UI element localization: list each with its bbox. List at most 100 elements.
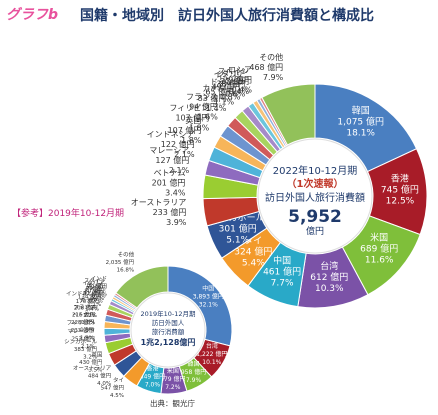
slice-label: 米国 bbox=[167, 367, 179, 375]
slice-label: フランス bbox=[186, 93, 218, 102]
slice-share: 18.1% bbox=[346, 128, 375, 138]
slice-value: 745 億円 bbox=[381, 183, 419, 195]
slice-share: 0.7% bbox=[90, 296, 104, 302]
chart-title: 国籍・地域別 訪日外国人旅行消費額と構成比 bbox=[80, 8, 374, 24]
pie-slice bbox=[261, 83, 316, 146]
slice-label: シンガポール bbox=[64, 338, 98, 346]
slice-value: 468 億円 bbox=[249, 62, 283, 72]
slice-label: スペイン bbox=[218, 67, 249, 76]
slice-label: イタリア bbox=[214, 69, 246, 78]
slice-value: 49 億円 bbox=[212, 82, 241, 92]
slice-value: 849 億円 bbox=[140, 373, 165, 381]
slice-share: 2.1% bbox=[81, 344, 95, 350]
slice-value: 81 億円 bbox=[83, 289, 103, 297]
slice-label: 香港 bbox=[146, 365, 158, 373]
pie-slice bbox=[115, 265, 169, 309]
slice-share: 1.4% bbox=[85, 307, 99, 313]
slice-share: 0.7% bbox=[92, 294, 106, 300]
slice-share: 1.6% bbox=[198, 113, 219, 122]
slice-share: 0.8% bbox=[220, 93, 241, 102]
slice-label: インド bbox=[91, 277, 108, 283]
source-note: 出典：観光庁 bbox=[150, 399, 195, 408]
slice-value: 27 億円 bbox=[220, 76, 249, 86]
slice-share: 12.5% bbox=[386, 196, 415, 206]
center-text: 訪日外国人旅行消費額 bbox=[265, 191, 365, 204]
slice-share: 1.9% bbox=[80, 336, 94, 342]
slice-value: 233 億円 bbox=[153, 207, 187, 217]
slice-share: 4.5% bbox=[110, 393, 124, 399]
center-text: 2022年10-12月期 bbox=[273, 164, 358, 177]
slice-value: 3,893 億円 bbox=[193, 293, 224, 301]
slice-share: 2.1% bbox=[174, 150, 195, 159]
slice-label: 中国 bbox=[273, 254, 291, 266]
slice-label: イタリア bbox=[82, 279, 104, 287]
center-text: 1兆2,128億円 bbox=[141, 337, 196, 347]
slice-label: オーストラリア bbox=[73, 365, 112, 372]
slice-value: 216 億円 bbox=[72, 310, 96, 318]
slice-value: 958 億円 bbox=[181, 368, 206, 376]
center-text: 2019年10-12月期 bbox=[141, 309, 196, 318]
slice-share: 3.2% bbox=[83, 355, 97, 361]
slice-value: 38 億円 bbox=[217, 78, 246, 88]
slice-share: 32.1% bbox=[199, 302, 218, 309]
slice-share: 1.8% bbox=[189, 123, 210, 132]
slice-label: 英国 bbox=[185, 115, 201, 125]
slice-share: 11.6% bbox=[365, 256, 394, 266]
slice-label: ロシア bbox=[86, 283, 103, 290]
slice-label: ドイツ bbox=[210, 77, 234, 86]
slice-label: カナダ bbox=[202, 83, 226, 93]
slice-label: 韓国 bbox=[188, 360, 200, 368]
slice-value: 170 億円 bbox=[76, 297, 100, 305]
slice-share: 1.4% bbox=[206, 104, 227, 113]
slice-share: 7.9% bbox=[186, 377, 202, 384]
slice-share: 1.7% bbox=[83, 313, 97, 319]
slice-share: 3.4% bbox=[165, 188, 186, 197]
slice-value: 122 億円 bbox=[161, 139, 195, 149]
slice-label: フランス bbox=[73, 304, 95, 311]
slice-label: マレーシア bbox=[149, 146, 189, 155]
slice-label: インド bbox=[216, 73, 240, 82]
slice-share: 3.9% bbox=[166, 218, 187, 227]
donut-hole bbox=[257, 138, 373, 254]
slice-label: ベトナム bbox=[72, 312, 94, 319]
slice-label: 台湾 bbox=[320, 260, 338, 272]
slice-share: 1.1% bbox=[87, 302, 101, 308]
slice-value: 612 億円 bbox=[310, 271, 348, 283]
slice-share: 0.6% bbox=[225, 89, 246, 98]
slice-label: その他 bbox=[118, 251, 135, 259]
slice-label: フィリピン bbox=[67, 320, 95, 327]
slice-label: 米国 bbox=[370, 232, 388, 244]
donut-hole bbox=[130, 292, 206, 368]
slice-share: 0.7% bbox=[89, 299, 103, 305]
slice-label: スペイン bbox=[84, 278, 106, 285]
slice-share: 7.2% bbox=[165, 384, 181, 391]
slice-label: 韓国 bbox=[352, 105, 370, 116]
slice-share: 10.1% bbox=[202, 359, 221, 366]
slice-label: オーストラリア bbox=[131, 198, 187, 207]
slice-value: 83 億円 bbox=[198, 93, 227, 103]
slice-value: 461 億円 bbox=[263, 265, 301, 277]
slice-share: 1.8% bbox=[81, 320, 95, 326]
slice-value: 22 億円 bbox=[223, 74, 252, 84]
slice-label: 台湾 bbox=[206, 342, 218, 350]
slice-label: フィリピン bbox=[169, 103, 209, 112]
slice-share: 0.6% bbox=[93, 292, 107, 298]
slice-label: タイ bbox=[244, 235, 262, 246]
slice-label: マレーシア bbox=[67, 328, 95, 335]
slice-label: インドネシア bbox=[147, 130, 195, 139]
slice-share: 7.7% bbox=[271, 278, 294, 288]
slice-share: 5.1% bbox=[226, 235, 249, 245]
slice-share: 1.9% bbox=[80, 328, 94, 334]
slice-share: 1.1% bbox=[214, 97, 235, 106]
slice-label: ロシア bbox=[228, 65, 252, 74]
slice-value: 79 億円 bbox=[86, 284, 106, 292]
slice-value: 301 億円 bbox=[219, 222, 257, 234]
slice-value: 70 億円 bbox=[87, 282, 107, 290]
slice-label: ベトナム bbox=[154, 168, 186, 177]
slice-value: 107 億円 bbox=[175, 112, 209, 122]
slice-value: 206 億円 bbox=[74, 303, 98, 311]
